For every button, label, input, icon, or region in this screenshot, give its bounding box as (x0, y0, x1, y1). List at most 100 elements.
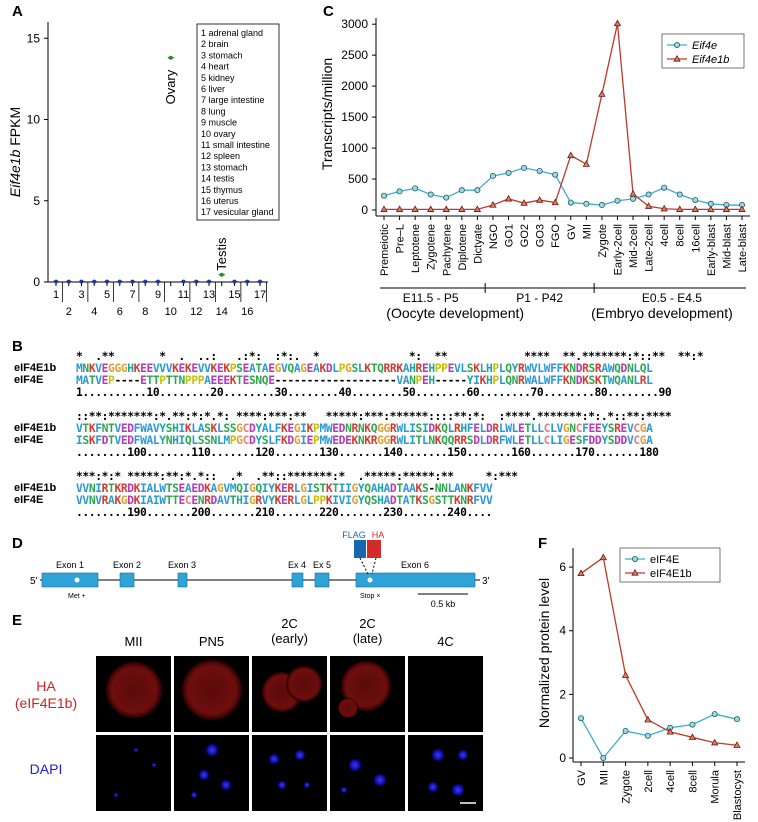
data-point-eif4e (622, 727, 629, 734)
x-tick-label: Zygote (597, 224, 609, 258)
y-axis-label-unit: FPKM (7, 107, 23, 150)
data-point (117, 279, 122, 284)
data-point-eif4e (578, 715, 585, 722)
x-tick-label: GV (566, 223, 578, 240)
series-line-eif4e (383, 167, 742, 206)
x-tick-label-bottom: 16 (241, 306, 253, 318)
y-tick-label: 3000 (341, 17, 368, 31)
x-tick-label: GO1 (504, 224, 516, 247)
flag-tag-box (354, 540, 366, 558)
panel-letter-f: F (538, 535, 548, 552)
x-tick-label-bottom: 14 (216, 306, 228, 318)
data-point-eif4e1b (598, 90, 606, 97)
legend-item: 17 vesicular gland (201, 207, 274, 217)
x-tick-label-top: 5 (104, 289, 110, 301)
x-tick-label: NGO (488, 224, 500, 250)
data-point-eif4e1b (722, 205, 731, 212)
x-tick-label: Pachytene (441, 224, 453, 276)
data-point-eif4e (521, 164, 528, 171)
legend-item: 8 lung (201, 106, 226, 116)
x-tick-label-bottom: 10 (165, 306, 177, 318)
legend-box (619, 547, 721, 583)
y-axis-label: Eif4e1b FPKM (7, 107, 23, 197)
dapi-nucleus (199, 770, 209, 780)
x-tick-label-bottom: 12 (190, 306, 202, 318)
legend-box (196, 23, 280, 221)
x-tick-label: Early-2cell (612, 224, 624, 275)
data-point-eif4e (614, 197, 621, 204)
x-tick-label: 2cell (643, 770, 655, 793)
alignment-row-label: eIF4E1b (14, 482, 57, 494)
x-tick-label: Dictyate (472, 224, 484, 264)
exon-block (355, 572, 476, 588)
legend-marker (631, 568, 639, 576)
x-tick-label: 4cell (665, 770, 677, 793)
data-point (143, 279, 148, 284)
x-tick-label-bottom: 2 (66, 306, 72, 318)
data-point-eif4e1b (535, 196, 544, 203)
x-tick-label: Late-blast (737, 224, 749, 272)
exon-label: Exon 1 (56, 560, 84, 570)
ha-signal (341, 661, 391, 711)
data-point-eif4e (443, 194, 450, 201)
y-tick-label: 5 (33, 194, 40, 208)
x-tick-label: Zygote (621, 770, 633, 804)
data-point (219, 272, 224, 277)
panel-letter-d: D (12, 535, 23, 552)
ha-signal (182, 660, 242, 720)
legend-marker (673, 42, 680, 49)
strand-3prime: 3' (482, 576, 490, 587)
data-point (54, 279, 58, 284)
exon-block (119, 572, 135, 588)
data-point (245, 279, 250, 284)
annotation-testis: Testis (214, 237, 229, 271)
data-point-eif4e (474, 187, 481, 194)
legend-box (661, 33, 745, 69)
x-tick-label: FGO (550, 224, 562, 248)
legend-label: eIF4E (650, 554, 679, 566)
legend-label: eIF4E1b (650, 568, 692, 580)
x-tick-label-top: 11 (178, 289, 189, 301)
series-line-eif4e1b (580, 556, 738, 746)
data-point-eif4e1b (551, 198, 559, 206)
series-line-eif4e1b (384, 23, 742, 211)
x-tick-label: Blastocyst (732, 770, 744, 820)
microscopy-images (96, 656, 483, 811)
x-tick-label: Pre–L (395, 224, 407, 253)
data-point-eif4e1b (621, 671, 630, 678)
data-point (168, 55, 173, 60)
data-point-eif4e1b (599, 553, 607, 561)
x-tick-label: 8cell (675, 224, 687, 247)
panel-letter-e: E (12, 612, 23, 629)
sequence-eif4e: MATVEP----ETTPTTNPPPAEEEKTESNQE---------… (76, 374, 653, 387)
dapi-nucleus (206, 744, 218, 756)
x-tick-label: MII (598, 770, 610, 785)
conservation-line: ::**:*******:*.**:*:*.*: ****:***:** ***… (76, 410, 672, 423)
x-tick-label: Mid-blast (721, 224, 733, 269)
y-tick-label: 0 (559, 751, 566, 765)
data-point-eif4e1b (577, 569, 585, 577)
data-point-eif4e1b (613, 19, 622, 27)
column-header: 2C (late) (352, 616, 383, 646)
y-tick-label: 0 (361, 203, 368, 217)
dapi-nucleus (295, 750, 305, 760)
ha-tag-box (367, 540, 381, 558)
group-desc-embryo: (Embryo development) (591, 305, 733, 321)
data-point (207, 279, 211, 284)
data-point (79, 279, 84, 284)
data-point-eif4e1b (380, 205, 388, 212)
exon-block (314, 572, 330, 588)
dapi-nucleus (341, 787, 347, 793)
panel-letter-c: C (323, 3, 334, 20)
data-point-eif4e1b (711, 738, 719, 746)
stop-label: Stop × (360, 593, 380, 600)
data-point-eif4e (630, 195, 637, 202)
alignment-row-label: eIF4E1b (14, 362, 57, 374)
insertion-guide (359, 557, 369, 575)
x-tick-label: GO3 (535, 224, 547, 247)
data-point-eif4e (567, 199, 574, 206)
data-point-eif4e (733, 716, 740, 723)
data-point (66, 279, 71, 284)
data-point-eif4e (661, 184, 668, 191)
